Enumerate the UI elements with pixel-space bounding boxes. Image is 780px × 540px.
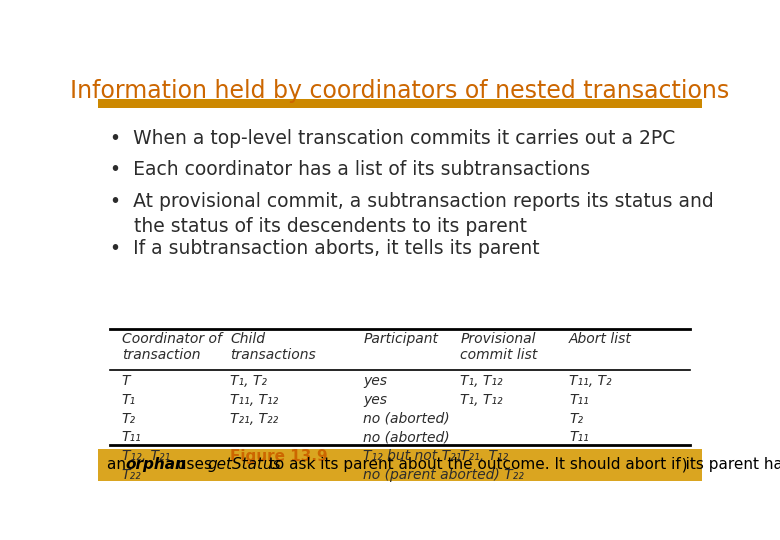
Text: Abort list: Abort list: [569, 332, 632, 346]
Text: ): ): [672, 457, 688, 472]
Text: T₁₁: T₁₁: [569, 393, 589, 407]
Text: Participant: Participant: [363, 332, 438, 346]
Text: •  When a top-level transcation commits it carries out a 2PC: • When a top-level transcation commits i…: [109, 129, 675, 149]
Text: T₁, T₁₂: T₁, T₁₂: [460, 374, 503, 388]
Text: Coordinator of
transaction: Coordinator of transaction: [122, 332, 222, 362]
Text: T₂: T₂: [569, 411, 583, 426]
Text: Information held by coordinators of nested transactions: Information held by coordinators of nest…: [70, 79, 729, 103]
Text: T₂₁, T₂₂: T₂₁, T₂₂: [231, 411, 278, 426]
Text: T₁, T₂: T₁, T₂: [231, 374, 268, 388]
Text: Child
transactions: Child transactions: [231, 332, 316, 362]
Text: T₁₁: T₁₁: [122, 430, 141, 444]
Text: yes: yes: [363, 393, 388, 407]
Text: yes: yes: [363, 374, 388, 388]
Text: T₁₁: T₁₁: [569, 430, 589, 444]
Text: no (parent aborted) T₂₂: no (parent aborted) T₂₂: [363, 468, 524, 482]
Text: T₁: T₁: [122, 393, 136, 407]
Text: •  Each coordinator has a list of its subtransactions: • Each coordinator has a list of its sub…: [109, 160, 590, 179]
Text: T: T: [122, 374, 130, 388]
Text: an: an: [107, 457, 130, 472]
Text: Figure 13.9: Figure 13.9: [231, 449, 328, 464]
Text: •  If a subtransaction aborts, it tells its parent: • If a subtransaction aborts, it tells i…: [109, 239, 539, 259]
Text: T₂: T₂: [122, 411, 136, 426]
Text: T₁₂, T₂₁: T₁₂, T₂₁: [122, 449, 170, 463]
Text: Provisional
commit list: Provisional commit list: [460, 332, 537, 362]
Text: T₁, T₁₂: T₁, T₁₂: [460, 393, 503, 407]
Text: T₁₂ but not T₂₁: T₁₂ but not T₂₁: [363, 449, 462, 463]
Text: no (aborted): no (aborted): [363, 411, 450, 426]
Bar: [98, 449, 702, 481]
Bar: [98, 99, 702, 109]
Text: getStatus: getStatus: [207, 457, 281, 472]
Text: T₁₁, T₂: T₁₁, T₂: [569, 374, 612, 388]
Text: no (aborted): no (aborted): [363, 430, 450, 444]
Text: T₂₁, T₁₂: T₂₁, T₁₂: [460, 449, 509, 463]
Text: to ask its parent about the outcome. It should abort if its parent has: to ask its parent about the outcome. It …: [264, 457, 780, 472]
Text: uses: uses: [172, 457, 217, 472]
Text: T₁₁, T₁₂: T₁₁, T₁₂: [231, 393, 278, 407]
Text: orphan: orphan: [125, 457, 186, 472]
Text: •  At provisional commit, a subtransaction reports its status and
    the status: • At provisional commit, a subtransactio…: [109, 192, 714, 237]
Text: T₂₂: T₂₂: [122, 468, 141, 482]
